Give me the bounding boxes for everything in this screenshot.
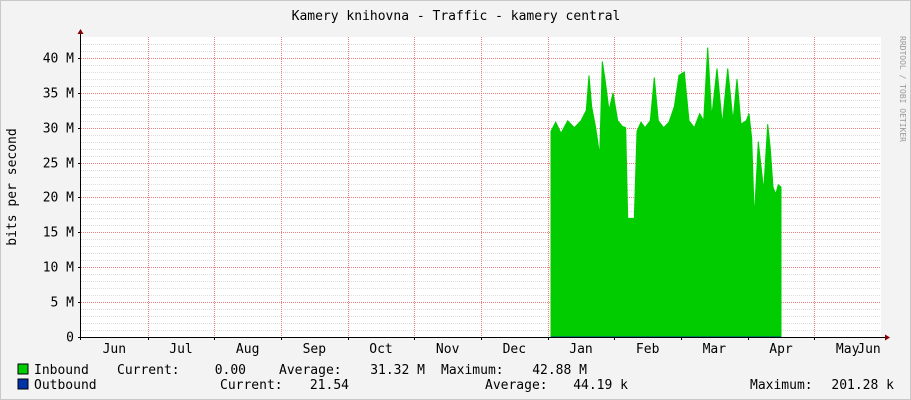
- x-tick-label: Jul: [169, 342, 192, 357]
- x-tick-label: Aug: [236, 342, 259, 357]
- inbound-current-label: Current:: [117, 363, 180, 378]
- inbound-area: [550, 47, 782, 338]
- y-tick-label: 30 M: [43, 122, 74, 137]
- y-tick-labels: 0 5 M 10 M 15 M 20 M 25 M 30 M 35 M 40 M: [43, 52, 74, 346]
- x-tick-label: Apr: [769, 342, 793, 357]
- x-tick-label: Mar: [703, 342, 727, 357]
- axes: [77, 29, 890, 341]
- inbound-legend-swatch: [17, 363, 29, 375]
- x-tick-label: Feb: [636, 342, 660, 357]
- outbound-legend-name: Outbound: [34, 378, 97, 393]
- outbound-average-label: Average:: [485, 378, 548, 393]
- inbound-average-label: Average:: [279, 363, 342, 378]
- outbound-average-value: 44.19 k: [573, 378, 628, 393]
- y-tick-label: 35 M: [43, 87, 74, 102]
- rrdtool-watermark: RRDTOOL / TOBI OETIKER: [898, 36, 907, 142]
- y-tick-label: 40 M: [43, 52, 74, 67]
- y-tick-label: 25 M: [43, 157, 74, 172]
- inbound-average-value: 31.32 M: [370, 363, 425, 378]
- outbound-maximum-value: 201.28 k: [831, 378, 894, 393]
- inbound-current-value: 0.00: [215, 363, 246, 378]
- x-tick-label: Dec: [503, 342, 526, 357]
- inbound-legend-name: Inbound: [34, 363, 89, 378]
- chart-title: Kamery knihovna - Traffic - kamery centr…: [292, 9, 621, 24]
- x-tick-label: Jun: [103, 342, 126, 357]
- inbound-maximum-label: Maximum:: [441, 363, 504, 378]
- x-tick-label: Jan: [569, 342, 592, 357]
- outbound-maximum-label: Maximum:: [750, 378, 813, 393]
- y-tick-label: 10 M: [43, 261, 74, 276]
- x-tick-label: May: [836, 342, 860, 357]
- y-tick-label: 5 M: [51, 296, 75, 311]
- outbound-current-label: Current:: [220, 378, 283, 393]
- y-tick-label: 0: [66, 331, 74, 346]
- x-tick-label: Nov: [436, 342, 460, 357]
- outbound-current-value: 21.54: [310, 378, 349, 393]
- y-axis-arrow: [77, 29, 84, 34]
- x-tick-label: Oct: [369, 342, 392, 357]
- y-axis-label: bits per second: [5, 128, 20, 245]
- x-axis-arrow: [885, 334, 890, 341]
- y-tick-label: 15 M: [43, 226, 74, 241]
- x-tick-label: Jun: [857, 342, 880, 357]
- y-tick-label: 20 M: [43, 191, 74, 206]
- outbound-legend-swatch: [17, 378, 29, 390]
- inbound-maximum-value: 42.88 M: [532, 363, 587, 378]
- x-tick-label: Sep: [303, 342, 327, 357]
